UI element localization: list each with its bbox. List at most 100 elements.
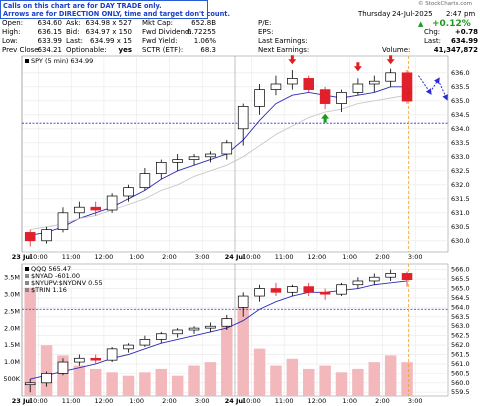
volume-bar	[368, 362, 381, 396]
y-tick-label: 634.5	[451, 111, 470, 119]
volume-bar	[302, 368, 315, 396]
quote-value: 68.3	[200, 46, 216, 54]
quote-label: EPS:	[258, 28, 274, 36]
y-tick-label: 630.5	[451, 223, 470, 231]
quote-value: 634.97 x 150	[85, 28, 132, 36]
notes-box: Calls on this chart are for DAY TRADE on…	[0, 0, 230, 19]
quote-label: Last Earnings:	[258, 37, 308, 45]
quote-label: Prev Close:	[2, 46, 41, 54]
y-tick-label: 633.5	[451, 139, 470, 147]
y-tick-label: 635.5	[451, 83, 470, 91]
candle-body	[270, 288, 282, 293]
volume-bar	[253, 348, 266, 396]
y-tick-label: 563.0	[451, 322, 470, 330]
legend-entry: $NYAD -601.00	[31, 272, 80, 280]
y-tick-label: 559.5	[451, 388, 470, 396]
quote-label: Volume:	[382, 46, 411, 54]
x-tick-label: 10:00	[242, 397, 261, 405]
legend-entry: $NYUPV:$NYDNV 0.55	[31, 279, 103, 287]
volume-bar	[384, 355, 397, 396]
quote-value: 633.99	[37, 37, 63, 45]
legend-entry: SPY (5 min) 634.99	[31, 57, 93, 65]
x-tick-label: 1:00	[342, 253, 357, 261]
x-tick-label: 11:00	[62, 253, 81, 261]
note: Arrows are for DIRECTION ONLY, time and …	[3, 10, 230, 18]
y2-tick-label: 3.5M	[4, 274, 20, 282]
candle-body	[352, 83, 364, 93]
candle-body	[90, 206, 101, 211]
volume-bar	[237, 308, 249, 396]
candle-body	[41, 373, 52, 384]
candle-body	[41, 229, 52, 242]
legend-swatch	[25, 281, 29, 285]
candle-body	[237, 295, 249, 308]
x-tick-label: 11:00	[62, 397, 81, 405]
quote-label: Next Earnings:	[258, 46, 310, 54]
candle-body	[303, 286, 314, 293]
candle-body	[106, 348, 118, 361]
candle-body	[319, 291, 331, 295]
x-tick-label: 3:00	[408, 397, 423, 405]
candle-body	[24, 232, 36, 242]
volume-bar	[221, 318, 233, 396]
quote-value: 6.72255	[187, 28, 216, 36]
y2-tick-label: 2.5M	[4, 307, 20, 315]
candle-body	[287, 286, 298, 293]
direction-arrow	[288, 55, 297, 65]
candle-body	[172, 329, 183, 335]
note: Calls on this chart are for DAY TRADE on…	[3, 2, 162, 10]
candle-body	[352, 280, 364, 286]
y-tick-label: 560.0	[451, 379, 470, 387]
candle-body	[172, 159, 183, 163]
quote-label: High:	[2, 28, 21, 36]
candle-body	[270, 83, 282, 90]
candle-body	[369, 276, 380, 282]
x-tick-label: 12:00	[308, 397, 327, 405]
legend-entry: QQQ 565.47	[31, 265, 71, 273]
time: 2:47 pm	[446, 10, 476, 18]
candle-body	[106, 195, 118, 211]
direction-arrow	[386, 55, 395, 65]
x-tick-label: 12:00	[308, 253, 327, 261]
x-tick-label: 11:00	[275, 253, 294, 261]
legend-entry: $TRIN 1.16	[31, 286, 67, 294]
candle-body	[221, 142, 233, 155]
volume-bar	[286, 358, 299, 396]
candle-body	[369, 80, 380, 85]
volume-bar	[319, 365, 331, 396]
quote-value: 652.8B	[191, 19, 216, 27]
candle-body	[123, 187, 134, 197]
quote-value: 636.15	[37, 28, 63, 36]
y-tick-label: 562.5	[451, 332, 470, 340]
y-tick-label: 561.0	[451, 360, 470, 368]
quote-label: Bid:	[66, 28, 80, 36]
legend-swatch	[25, 288, 29, 292]
volume-bar	[89, 368, 102, 396]
candle-body	[254, 89, 265, 107]
y-tick-label: 631.5	[451, 195, 470, 203]
y2-tick-label: 1.0M	[4, 358, 20, 366]
quote-value: 634.99	[450, 37, 478, 45]
x-tick-label: 10:00	[242, 253, 261, 261]
copyright: © StockCharts.com	[418, 1, 472, 7]
candle-body	[90, 357, 101, 361]
moving-average	[30, 94, 408, 231]
candle-body	[205, 153, 216, 158]
candle-body	[74, 357, 85, 363]
y-tick-label: 562.0	[451, 341, 470, 349]
y-tick-label: 565.0	[451, 285, 470, 293]
x-tick-label: 2:00	[375, 253, 390, 261]
quote-label: Last:	[424, 37, 441, 45]
candle-body	[188, 327, 200, 331]
x-tick-label: 1:00	[129, 397, 144, 405]
x-tick-label: 10:00	[29, 397, 48, 405]
day: Thursday	[358, 10, 391, 18]
x-tick-label: 23 Jul	[12, 253, 33, 261]
candle-body	[221, 318, 233, 327]
volume-bar	[352, 368, 364, 396]
candle-body	[385, 72, 396, 82]
candle-body	[336, 92, 347, 104]
volume-bar	[155, 368, 168, 396]
quote-label: SCTR (ETF):	[142, 46, 184, 54]
x-tick-label: 1:00	[342, 397, 357, 405]
